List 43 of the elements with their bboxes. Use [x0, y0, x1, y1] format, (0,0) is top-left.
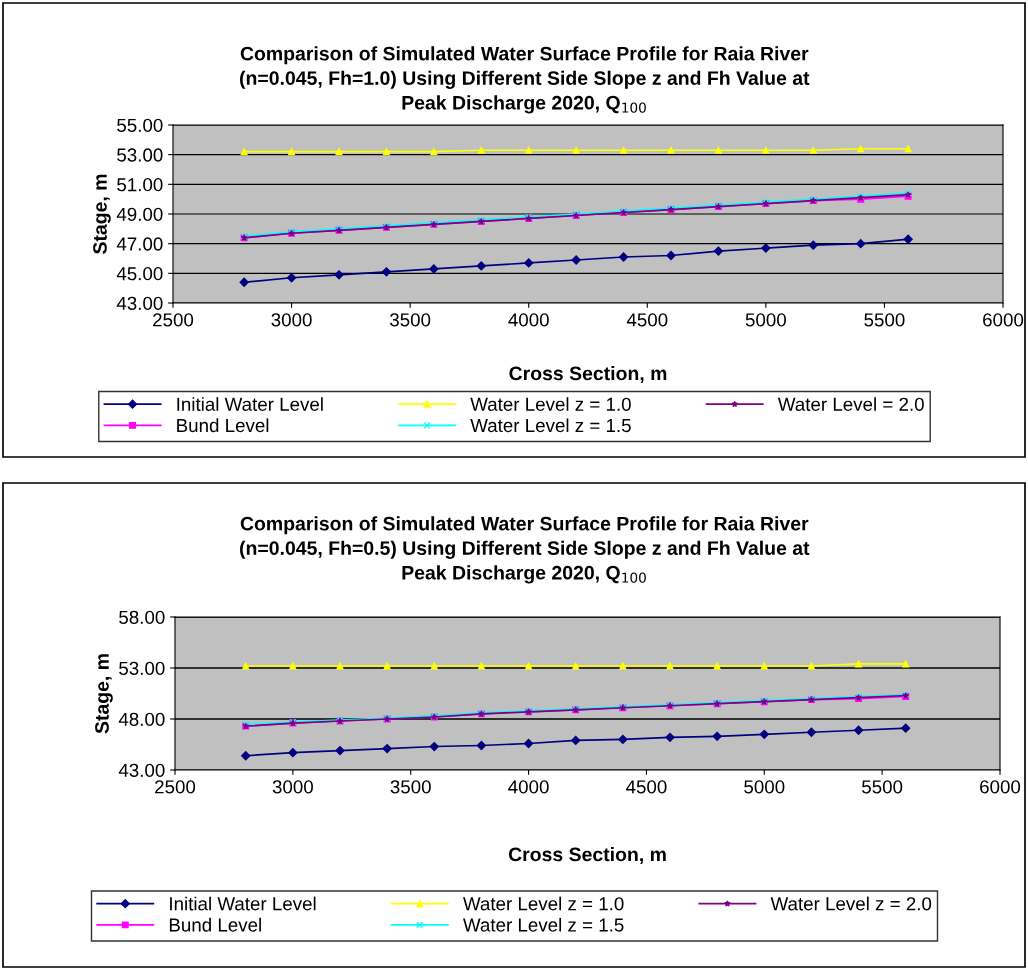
- x-tick-label: 5000: [745, 313, 786, 327]
- legend-label: Water Level z = 1.5: [470, 418, 631, 433]
- y-tick-label: 48.00: [118, 712, 165, 726]
- x-tick-label: 2500: [155, 780, 196, 794]
- legend-label: Water Level z = 2.0: [770, 896, 932, 911]
- x-tick-label: 3000: [272, 780, 313, 794]
- x-tick-label: 5000: [744, 780, 785, 794]
- legend-label: Initial Water Level: [177, 397, 323, 411]
- y-tick-label: 58.00: [119, 610, 165, 624]
- x-tick-label: 5500: [862, 780, 903, 794]
- y-tick-label: 43.00: [116, 296, 163, 310]
- x-tick-label: 3000: [271, 313, 312, 327]
- legend-label: Water Level z = 1.0: [463, 896, 624, 911]
- legend-label: Initial Water Level: [170, 896, 316, 911]
- x-tick-label: 4000: [508, 780, 549, 794]
- x-tick-label: 4500: [626, 780, 667, 794]
- y-tick-label: 47.00: [116, 237, 163, 251]
- legend-label: Water Level = 2.0: [777, 397, 924, 411]
- x-tick-label: 3500: [390, 313, 431, 327]
- legend-label: Bund Level: [177, 418, 269, 433]
- y-axis-title: Stage, m: [93, 174, 111, 254]
- y-tick-label: 51.00: [117, 178, 163, 192]
- x-tick-label: 3500: [390, 780, 431, 794]
- x-tick-label: 4500: [626, 313, 668, 327]
- y-tick-label: 43.00: [118, 763, 165, 777]
- y-axis-title: Stage, m: [95, 654, 113, 734]
- chart-title: Comparison of Simulated Water Surface Profile for Raia River (n=0.045, Fh=1.0) Using Different Side Slope z and Fh Value at Peak Discharge 2020, Q$_{100}$: [240, 46, 810, 114]
- y-tick-label: 55.00: [117, 118, 163, 132]
- legend-label: Bund Level: [169, 917, 261, 932]
- x-tick-label: 6000: [980, 780, 1021, 794]
- x-axis-title: Cross Section, m: [509, 366, 667, 384]
- x-tick-label: 4000: [508, 313, 549, 327]
- y-tick-label: 53.00: [119, 661, 165, 675]
- x-axis-title: Cross Section, m: [508, 847, 666, 865]
- x-tick-label: 6000: [983, 313, 1024, 327]
- y-tick-label: 49.00: [116, 207, 163, 221]
- x-tick-label: 5500: [864, 313, 905, 327]
- y-tick-label: 45.00: [116, 267, 163, 281]
- chart-title: Comparison of Simulated Water Surface Profile for Raia River (n=0.045, Fh=0.5) Using Different Side Slope z and Fh Value at Peak Discharge 2020, Q$_{100}$: [240, 516, 810, 584]
- x-tick-label: 2500: [153, 313, 194, 327]
- legend-label: Water Level z = 1.5: [463, 917, 624, 932]
- y-tick-label: 53.00: [117, 148, 163, 162]
- legend-label: Water Level z = 1.0: [470, 397, 631, 411]
